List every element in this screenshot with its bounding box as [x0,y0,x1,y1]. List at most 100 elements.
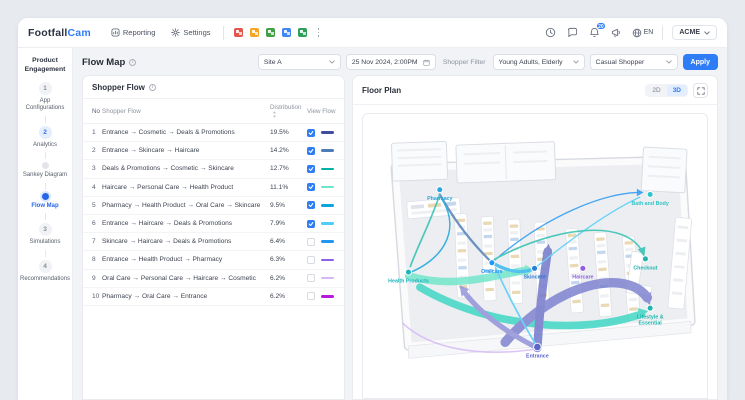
table-row: 2 Entrance → Skincare → Haircare 14.2% [83,141,344,161]
zone-node-dot[interactable] [533,342,542,352]
table-row: 5 Pharmacy → Health Product → Oral Care →… [83,196,344,215]
toggle-2d[interactable]: 2D [652,87,661,94]
zone-node-dot[interactable] [531,264,539,272]
flow-arrowhead [636,188,644,197]
distribution-value: 6.3% [270,250,307,270]
navbar-divider [662,25,664,40]
zone-node-dot[interactable] [579,264,587,272]
top-navbar: FootfallCam Reporting Settings 20 [18,18,727,48]
view-flow-checkbox[interactable] [307,255,315,264]
language-selector[interactable]: EN [632,28,653,38]
floor-node-haircare[interactable]: Haircare [572,264,594,281]
sidebar-item-recommendations[interactable]: 4 Recommendations [20,259,70,284]
table-row: 3 Deals & Promotions → Cosmetic → Skincar… [83,159,344,179]
view-flow-checkbox[interactable] [307,274,315,283]
view-flow-checkbox[interactable] [307,146,315,155]
col-no: No [83,99,102,124]
chat-icon[interactable] [566,26,579,39]
fullscreen-button[interactable] [693,83,708,98]
footfallcam-logo[interactable]: FootfallCam [28,26,91,39]
row-number: 8 [83,250,102,270]
sidebar-item-app-configurations[interactable]: 1 App Configurations [20,81,70,113]
zone-node-dot[interactable] [436,186,444,194]
back-room-right [640,146,688,194]
view-flow-checkbox[interactable] [307,237,315,246]
announcement-megaphone-icon[interactable] [610,26,623,39]
nav-reporting[interactable]: Reporting [107,25,160,40]
wall-cabinet [667,216,692,310]
green-app-icon[interactable] [265,28,275,37]
col-shopper-flow: Shopper Flow [102,99,270,124]
flow-color-line [321,204,334,207]
toggle-3d[interactable]: 3D [666,85,687,96]
zone-node-label: Oralcare [481,269,503,275]
flow-arc [491,191,640,264]
sidebar-item-analytics[interactable]: 2 Analytics [20,125,70,150]
view-flow-checkbox[interactable] [307,201,315,210]
navbar-divider [222,25,224,40]
floor-node-entrance[interactable]: Entrance [526,342,549,359]
info-icon[interactable]: i [129,58,137,66]
floor-plan-canvas[interactable]: Pharmacy Bath and Body Health Products Oral… [362,113,708,399]
sidebar-item-flow-map[interactable]: Flow Map [20,192,70,211]
zone-node-dot[interactable] [488,259,496,267]
shopper-flow-path: Pharmacy → Health Product → Oral Care → … [102,196,270,215]
sidebar-item-sankey-diagram[interactable]: Sankey Diagram [20,162,70,180]
info-icon[interactable]: i [148,84,156,91]
front-plinth [408,320,692,359]
history-clock-icon[interactable] [544,26,557,39]
view-flow-checkbox[interactable] [307,183,315,192]
view-flow-checkbox[interactable] [307,164,315,173]
view-mode-toggle: 2D 3D [645,84,688,97]
datetime-picker[interactable]: 25 Nov 2024, 2:00PM [345,54,436,70]
row-number: 1 [83,123,102,143]
flow-arcs-layer [401,188,653,353]
sidebar-item-simulations[interactable]: 3 Simulations [20,223,70,247]
shopper-type-select[interactable]: Casual Shopper [589,54,678,70]
distribution-value: 11.1% [270,178,307,197]
nav-settings[interactable]: Settings [167,25,214,40]
table-row: 6 Entrance → Haircare → Deals & Promotion… [83,214,344,234]
zone-node-dot[interactable] [646,304,654,312]
site-select[interactable]: Site A [257,54,341,70]
shopper-flow-path: Entrance → Haircare → Deals & Promotions [102,214,270,234]
flow-arc [491,229,644,262]
shopper-flow-path: Entrance → Cosmetic → Deals & Promotions [102,123,270,143]
flow-arc [533,246,553,353]
floor-node-health-products[interactable]: Health Products [388,268,429,285]
flow-color-line [321,276,334,280]
floor-node-checkout[interactable]: Checkout [633,255,658,271]
col-distribution[interactable]: Distribution [270,99,307,124]
apply-button[interactable]: Apply [682,54,718,70]
view-flow-checkbox[interactable] [307,128,315,137]
red-app-icon[interactable] [233,28,243,37]
shopper-flow-path: Entrance → Health Product → Pharmacy [102,250,270,270]
zone-node-dot[interactable] [404,268,412,276]
floor-node-pharmacy[interactable]: Pharmacy [427,186,452,202]
floor-node-lifestyle[interactable]: Lifestyle & Essential [637,304,664,327]
view-flow-checkbox[interactable] [307,219,315,228]
notification-bell-icon[interactable]: 20 [588,22,606,39]
blue-app-icon[interactable] [281,28,291,37]
view-flow-checkbox[interactable] [307,292,315,301]
teal-app-icon[interactable] [297,28,307,37]
zone-node-dot[interactable] [646,190,654,198]
demographic-select[interactable]: Young Adults, Elderly [492,54,585,70]
distribution-value: 7.9% [270,214,307,234]
account-dropdown[interactable]: ACME [672,25,717,40]
app-icons-group [233,28,307,37]
shopper-flow-title: Shopper Flow [92,83,145,92]
shopper-filter-label: Shopper Filter [442,58,486,66]
zone-node-label: Skincare [523,275,545,281]
more-apps-kebab-icon[interactable] [315,26,323,38]
floor-node-oralcare[interactable]: Oralcare [481,259,503,275]
floor-node-skincare[interactable]: Skincare [523,264,546,281]
row-number: 7 [83,232,102,252]
shelf-unit [508,219,523,304]
floor-node-bath-and-body[interactable]: Bath and Body [631,190,669,207]
zone-node-dot[interactable] [641,255,649,263]
flow-arrowhead [637,246,646,257]
shopper-flow-path: Haircare → Personal Care → Health Produc… [102,178,270,197]
flow-color-line [321,149,334,153]
orange-app-icon[interactable] [249,28,259,37]
